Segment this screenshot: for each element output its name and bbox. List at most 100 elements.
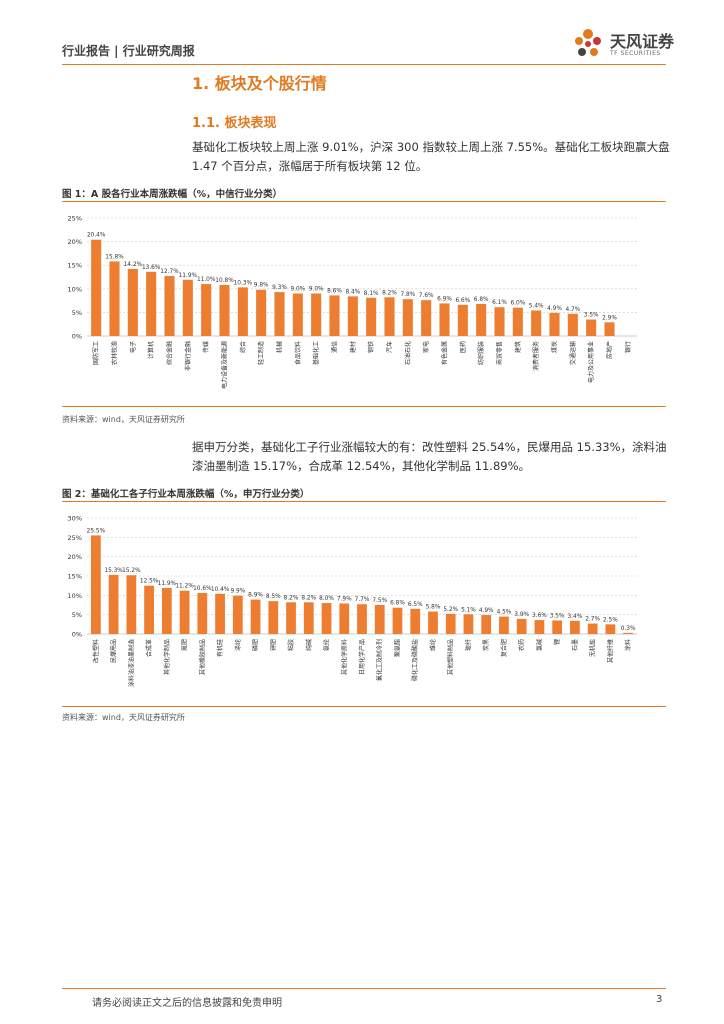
bar [127,268,138,336]
data-label: 3.9% [514,612,529,618]
figure-2-title: 图 2：基础化工各子行业本周涨跌幅（%，申万行业分类） [62,489,310,500]
data-label: 3.6% [532,613,547,619]
bar [292,293,303,336]
data-label: 8.0% [319,596,334,602]
bar [516,618,527,634]
x-category-label: 石油石化 [404,341,412,365]
y-tick-label: 20% [68,553,82,561]
data-label: 8.2% [301,595,316,601]
bar [623,632,634,634]
bar [392,607,403,634]
data-label: 12.5% [140,579,159,585]
data-label: 4.5% [497,610,512,616]
data-label: 6.6% [455,298,470,304]
x-category-label: 氟化工及制冷剂 [376,639,384,681]
bar [428,611,438,634]
bar [374,605,385,634]
bar [366,297,377,336]
data-label: 11.0% [197,277,216,283]
bar [347,296,358,336]
bar [567,313,578,336]
data-label: 3.4% [568,614,583,620]
bar [476,303,487,336]
x-category-label: 其他塑料制品 [447,639,455,675]
bar [321,603,332,634]
bar [587,623,598,634]
paragraph-summary: 基础化工板块较上周上涨 9.01%，沪深 300 指数较上周上涨 7.55%。基… [192,140,670,173]
bar [232,595,243,634]
bar [311,293,322,336]
x-category-label: 纯碱 [305,639,313,651]
data-label: 10.8% [215,278,234,284]
y-tick-label: 25% [68,534,82,542]
bar [402,299,413,336]
data-label: 3.5% [584,312,599,318]
data-label: 15.3% [104,568,123,574]
x-category-label: 涂料油漆油墨制造 [127,639,135,687]
data-label: 7.7% [355,597,370,603]
data-label: 6.9% [437,296,452,302]
header-divider [62,64,666,65]
bar [219,285,230,336]
x-category-label: 磷肥 [252,639,260,651]
x-category-label: 改性塑料 [92,639,100,663]
data-label: 5.1% [461,607,476,613]
x-category-label: 电力及公用事业 [587,341,595,383]
x-category-label: 非银行金融 [184,341,192,371]
bar [384,297,395,336]
x-category-label: 有机硅 [216,639,224,657]
bar [286,602,296,634]
x-category-label: 合成革 [145,639,153,657]
x-category-label: 传媒 [202,341,210,353]
y-tick-label: 10% [68,285,82,293]
data-label: 7.8% [400,292,415,298]
data-label: 4.7% [565,307,580,313]
bar [605,624,616,634]
figure-1-source: 资料来源：wind，天风证券研究所 [62,415,185,424]
bar [604,322,615,336]
bar [179,590,190,634]
x-category-label: 钢铁 [367,341,375,353]
figure-1-top-rule [62,201,666,202]
bar [237,287,248,336]
data-label: 5.2% [443,607,458,613]
bar [531,310,542,336]
x-category-label: 氨纶 [323,639,331,651]
x-category-label: 纺织服装 [477,341,485,365]
data-label: 14.2% [124,262,143,268]
brand-logo: 天风证券 TF SECURITIES [570,26,680,62]
x-category-label: 钾肥 [269,639,277,651]
page-number: 3 [656,994,663,1005]
bar [481,615,492,634]
x-category-label: 磷化工及磷酸盐 [411,639,419,681]
data-label: 5.4% [529,304,544,310]
data-label: 6.0% [510,301,525,307]
data-label: 8.2% [284,595,299,601]
data-label: 9.9% [230,589,245,595]
data-label: 6.5% [408,602,423,608]
y-tick-label: 15% [68,573,82,581]
x-category-label: 交通运输 [569,341,577,365]
x-category-label: 锂 [553,639,561,645]
data-label: 4.9% [479,608,494,614]
bar [549,312,560,336]
x-category-label: 汽车 [386,341,394,353]
y-tick-label: 10% [68,592,82,600]
bar [463,614,474,634]
bar [494,307,505,336]
bar [250,599,261,634]
data-label: 9.8% [254,283,269,289]
bar [215,593,225,634]
data-label: 11.9% [158,581,177,587]
bar [90,535,101,634]
data-label: 8.1% [364,291,379,297]
bar [146,271,157,336]
x-category-label: 综合 [239,341,247,353]
data-label: 8.2% [382,290,397,296]
x-category-label: 农药 [518,639,526,651]
bar [357,604,367,634]
x-category-label: 基础化工 [312,341,320,365]
data-label: 8.4% [345,289,360,295]
bar [410,608,421,634]
subsection-heading: 1.1. 板块表现 [192,116,277,131]
